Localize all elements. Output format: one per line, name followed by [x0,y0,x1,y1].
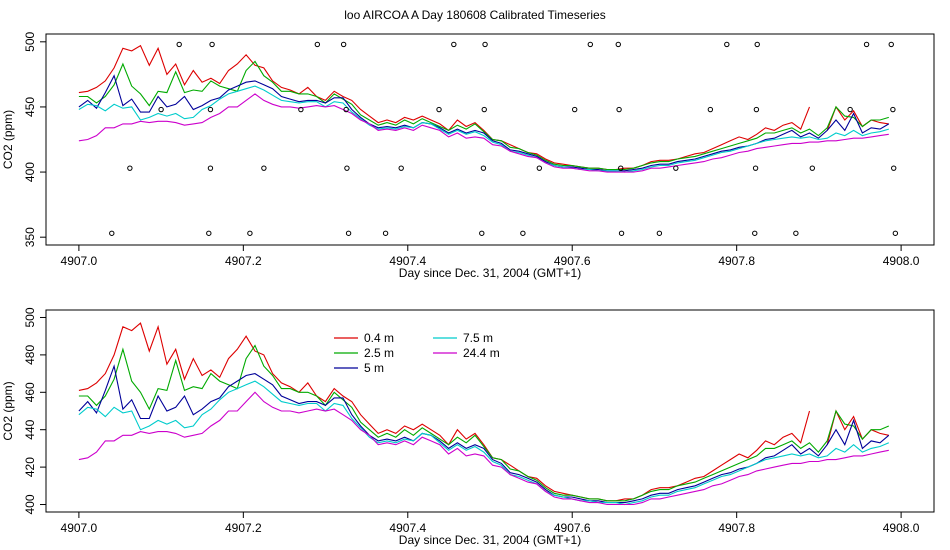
top-data-point [847,106,853,113]
top-data-point [207,106,214,113]
top-data-point [247,230,253,236]
top-x-tick-label: 4907.8 [718,254,755,268]
bottom-y-tick-label: 500 [23,307,37,327]
top-x-tick-label: 4908.0 [883,254,920,268]
bottom-x-tick-label: 4908.0 [883,521,920,535]
legend-label-s75: 7.5 m [463,331,493,345]
top-data-point [724,41,730,48]
top-data-point [343,106,349,113]
top-y-tick-label: 500 [23,31,37,51]
legend-label-s04: 0.4 m [364,331,394,345]
bottom-y-tick-label: 480 [23,345,37,365]
top-series-line-s75 [78,85,889,173]
bottom-x-tick-label: 4907.2 [225,521,262,535]
bottom-series-line-s25 [78,344,890,502]
top-x-axis-title: Day since Dec. 31, 2004 (GMT+1) [399,266,581,280]
top-data-point [892,230,899,236]
top-data-point [615,41,621,48]
top-data-point [340,41,347,48]
top-data-point [127,165,133,171]
top-x-tick-label: 4907.2 [225,254,262,268]
chart-title: loo AIRCOA A Day 180608 Calibrated Times… [344,8,605,22]
top-data-point [863,41,870,48]
top-data-point [752,230,758,236]
top-data-point [754,41,760,48]
top-x-tick-label: 4907.4 [389,254,426,268]
top-data-point [345,230,352,236]
bottom-series-line-s244 [78,391,889,506]
legend-label-s244: 24.4 m [463,346,500,360]
top-data-point [520,230,526,236]
top-y-tick-label: 450 [23,97,37,117]
top-data-point [753,106,760,113]
legend-label-s25: 2.5 m [364,346,394,360]
top-plot-frame [45,33,935,246]
top-y-axis-title: CO2 (ppm) [1,110,15,169]
top-data-point [480,165,487,171]
top-data-point [618,230,625,236]
top-data-point [398,165,404,171]
bottom-x-tick-label: 4907.0 [61,521,98,535]
top-data-point [891,165,897,171]
top-data-point [344,165,350,171]
top-data-point [382,230,389,236]
top-data-point [176,41,182,48]
top-y-tick-label: 400 [23,162,37,182]
bottom-y-tick-label: 420 [23,457,37,477]
top-data-point [587,41,594,48]
top-data-point [656,230,663,236]
legend-label-s5: 5 m [364,361,384,375]
bottom-plot-frame [45,309,935,513]
bottom-x-tick-label: 4907.4 [389,521,426,535]
top-data-point [707,106,714,113]
top-data-point [314,41,321,48]
top-data-point [109,230,115,236]
bottom-x-tick-label: 4907.8 [718,521,755,535]
bottom-x-tick-label: 4907.6 [554,521,591,535]
top-data-point [752,165,759,171]
top-series-line-s244 [78,93,889,173]
top-data-point [793,230,799,236]
bottom-y-tick-label: 440 [23,419,37,439]
top-x-tick-label: 4907.6 [554,254,591,268]
top-data-point [482,41,488,48]
top-data-point [481,106,487,113]
top-data-point [261,165,267,171]
top-data-point [673,165,679,171]
top-data-point [616,106,622,113]
top-data-point [890,106,896,113]
top-data-point [536,165,543,171]
bottom-series-line-s75 [78,380,890,506]
top-data-point [206,230,212,236]
bottom-x-axis-title: Day since Dec. 31, 2004 (GMT+1) [399,533,581,547]
top-data-point [571,106,578,113]
top-data-point [207,165,214,171]
top-data-point [158,106,164,113]
top-data-point [436,106,442,113]
top-y-tick-label: 350 [23,227,37,247]
top-data-point [888,41,894,48]
bottom-y-axis-title: CO2 (ppm) [1,381,15,440]
top-data-point [209,41,215,48]
top-x-tick-label: 4907.0 [61,254,98,268]
top-data-point [618,165,624,171]
bottom-y-tick-label: 460 [23,382,37,402]
bottom-series-line-s5 [78,364,890,504]
top-data-point [809,165,816,171]
top-series-line-s25 [78,60,889,171]
bottom-y-tick-label: 400 [23,494,37,514]
top-data-point [451,41,457,48]
top-data-point [298,106,304,113]
top-data-point [479,230,485,236]
